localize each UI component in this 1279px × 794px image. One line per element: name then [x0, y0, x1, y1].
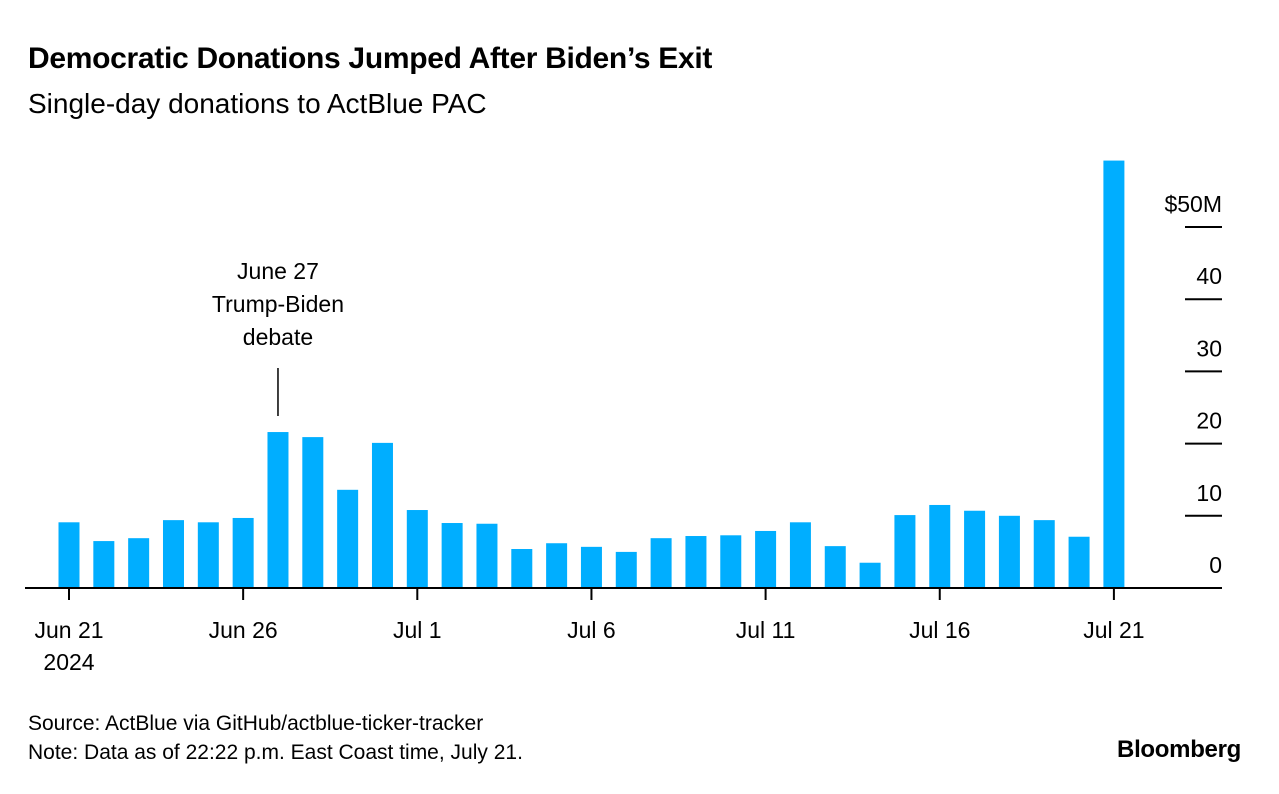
- bloomberg-logo: Bloomberg: [1117, 736, 1241, 763]
- bar-jul-3: [476, 523, 498, 588]
- x-tick-label: Jul 1: [393, 617, 442, 643]
- bar-jun-27: [267, 432, 289, 588]
- y-tick-label: 0: [1209, 552, 1222, 578]
- bar-jul-4: [511, 549, 533, 588]
- bar-jun-26: [232, 517, 254, 588]
- x-year-label: 2024: [43, 649, 94, 675]
- annotation-text: Trump-Biden: [212, 291, 344, 317]
- bar-jun-28: [302, 437, 324, 588]
- bar-jul-5: [546, 543, 568, 588]
- bar-jul-9: [685, 536, 707, 588]
- x-tick-label: Jul 11: [736, 617, 796, 643]
- annotation-text: debate: [243, 324, 313, 350]
- chart-title: Democratic Donations Jumped After Biden’…: [28, 42, 713, 75]
- bar-jul-18: [998, 515, 1020, 588]
- y-tick-label: $50M: [1164, 191, 1222, 217]
- bar-jul-19: [1033, 520, 1055, 588]
- bar-jun-21: [58, 522, 80, 588]
- bar-jun-29: [337, 489, 359, 588]
- bar-jul-20: [1068, 536, 1090, 588]
- bar-jul-10: [720, 535, 742, 588]
- bar-jul-13: [824, 546, 846, 588]
- bar-jun-25: [197, 522, 219, 588]
- source-note: Source: ActBlue via GitHub/actblue-ticke…: [28, 712, 484, 735]
- y-tick-label: 20: [1196, 408, 1222, 434]
- x-tick-label: Jul 6: [567, 617, 616, 643]
- bar-jul-6: [580, 546, 602, 588]
- chart-subtitle: Single-day donations to ActBlue PAC: [28, 88, 487, 119]
- x-tick-label: Jul 21: [1083, 617, 1144, 643]
- bar-jul-14: [859, 562, 881, 588]
- bar-jul-17: [964, 510, 986, 588]
- x-tick-label: Jul 16: [909, 617, 970, 643]
- bar-jul-8: [650, 538, 672, 588]
- bar-jul-12: [789, 522, 811, 588]
- bar-jul-2: [441, 523, 463, 588]
- y-tick-label: 10: [1196, 480, 1222, 506]
- bar-jul-21: [1103, 160, 1125, 589]
- bar-jun-22: [93, 541, 115, 588]
- bar-jul-1: [406, 510, 428, 588]
- bar-jul-16: [929, 504, 951, 588]
- bar-jun-24: [162, 520, 184, 588]
- bar-jun-30: [371, 442, 393, 588]
- bar-jul-15: [894, 515, 916, 588]
- bar-jun-23: [128, 538, 150, 588]
- data-note: Note: Data as of 22:22 p.m. East Coast t…: [28, 741, 523, 764]
- y-tick-label: 30: [1196, 335, 1222, 361]
- bar-jul-7: [615, 551, 637, 588]
- bar-jul-11: [755, 530, 777, 588]
- y-tick-label: 40: [1196, 263, 1222, 289]
- x-tick-label: Jun 21: [34, 617, 103, 643]
- x-tick-label: Jun 26: [209, 617, 278, 643]
- annotation-text: June 27: [237, 258, 319, 284]
